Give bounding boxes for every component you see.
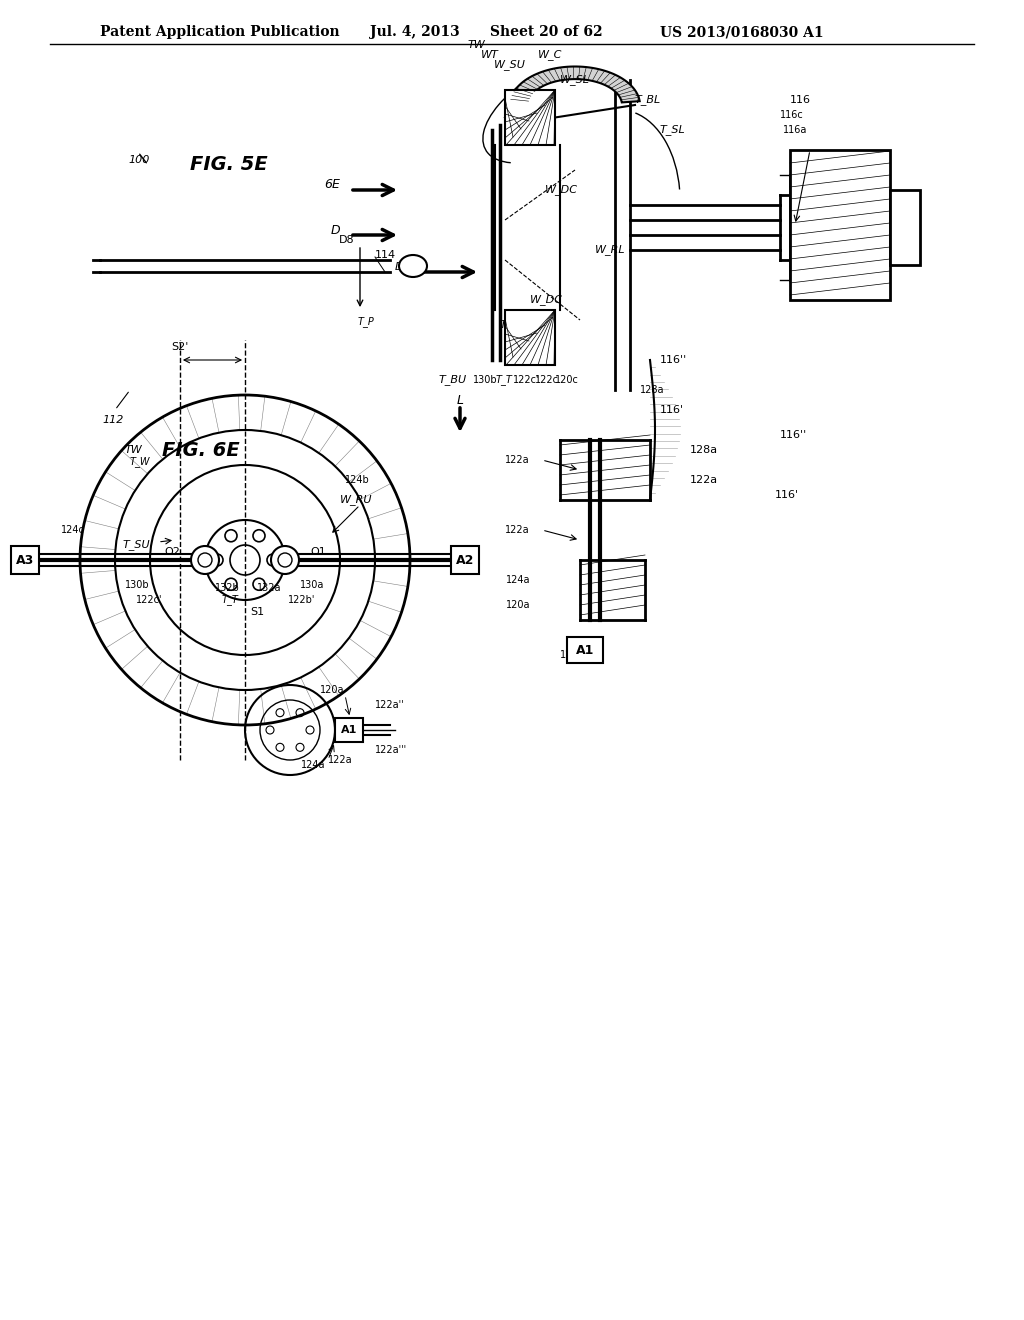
Text: 124c: 124c bbox=[61, 525, 85, 535]
FancyBboxPatch shape bbox=[451, 546, 479, 574]
Text: 116': 116' bbox=[660, 405, 684, 414]
Text: WT: WT bbox=[481, 50, 499, 59]
Circle shape bbox=[271, 546, 299, 574]
Text: 122a: 122a bbox=[506, 455, 530, 465]
Text: D: D bbox=[331, 223, 340, 236]
Text: 120c: 120c bbox=[555, 375, 579, 385]
Text: W_C: W_C bbox=[538, 50, 562, 61]
Text: T_BU: T_BU bbox=[439, 375, 467, 385]
Text: 130a: 130a bbox=[300, 579, 325, 590]
Text: Jul. 4, 2013: Jul. 4, 2013 bbox=[370, 25, 460, 40]
Text: 116'': 116'' bbox=[660, 355, 687, 366]
Text: T_T: T_T bbox=[221, 594, 239, 606]
Text: T_BL: T_BL bbox=[500, 319, 526, 330]
Ellipse shape bbox=[399, 255, 427, 277]
Text: 116'': 116'' bbox=[780, 430, 807, 440]
Text: W_SL: W_SL bbox=[560, 74, 590, 86]
Circle shape bbox=[191, 546, 219, 574]
Text: O2: O2 bbox=[164, 546, 180, 557]
Text: 120a: 120a bbox=[506, 601, 530, 610]
Text: 122a: 122a bbox=[328, 755, 352, 766]
Text: 122c': 122c' bbox=[135, 595, 162, 605]
Text: 122b': 122b' bbox=[288, 595, 315, 605]
Text: 132a: 132a bbox=[257, 583, 282, 593]
Text: 124a: 124a bbox=[506, 576, 530, 585]
Text: T_SL: T_SL bbox=[660, 124, 686, 136]
Text: 132b: 132b bbox=[215, 583, 240, 593]
Text: 112: 112 bbox=[102, 414, 123, 425]
Text: T_P: T_P bbox=[358, 317, 375, 327]
Text: 122a'': 122a'' bbox=[375, 700, 404, 710]
Text: 124b: 124b bbox=[345, 475, 370, 484]
Text: 116c: 116c bbox=[780, 110, 804, 120]
Text: FIG. 5E: FIG. 5E bbox=[190, 156, 267, 174]
Text: Sheet 20 of 62: Sheet 20 of 62 bbox=[490, 25, 603, 40]
Text: 116: 116 bbox=[790, 95, 811, 106]
FancyBboxPatch shape bbox=[11, 546, 39, 574]
Text: T_T: T_T bbox=[496, 375, 513, 385]
Text: A3: A3 bbox=[16, 553, 34, 566]
Text: W_RU: W_RU bbox=[340, 495, 373, 506]
Bar bbox=[505, 310, 555, 366]
Text: A1: A1 bbox=[341, 725, 357, 735]
Text: 130b: 130b bbox=[473, 375, 498, 385]
Text: A2: A2 bbox=[456, 553, 474, 566]
Text: T_SU: T_SU bbox=[123, 540, 150, 550]
Text: T_W: T_W bbox=[130, 457, 151, 467]
Text: 116a: 116a bbox=[783, 125, 807, 135]
Text: S2': S2' bbox=[171, 342, 188, 352]
FancyBboxPatch shape bbox=[567, 638, 603, 663]
Text: W_RL: W_RL bbox=[595, 244, 626, 256]
Text: DF: DF bbox=[395, 261, 410, 272]
Text: 6E: 6E bbox=[325, 178, 340, 191]
Text: TW: TW bbox=[125, 445, 142, 455]
Text: W_DC: W_DC bbox=[545, 185, 578, 195]
Text: 128a: 128a bbox=[690, 445, 718, 455]
Text: 122c': 122c' bbox=[513, 375, 540, 385]
Text: FIG. 6E: FIG. 6E bbox=[162, 441, 240, 459]
Text: T_BL: T_BL bbox=[635, 95, 662, 106]
Text: S1: S1 bbox=[250, 607, 264, 616]
Text: US 2013/0168030 A1: US 2013/0168030 A1 bbox=[660, 25, 823, 40]
Text: A1: A1 bbox=[575, 644, 594, 656]
Bar bbox=[505, 90, 555, 145]
Text: 122c: 122c bbox=[535, 375, 559, 385]
Text: 122a''': 122a''' bbox=[375, 744, 408, 755]
Text: O1: O1 bbox=[310, 546, 326, 557]
Text: W_DC: W_DC bbox=[530, 294, 563, 305]
Polygon shape bbox=[510, 66, 640, 103]
Text: D8: D8 bbox=[339, 235, 355, 246]
Text: 128a: 128a bbox=[640, 385, 665, 395]
Bar bbox=[790, 150, 890, 300]
Text: L: L bbox=[457, 393, 464, 407]
Text: 130b: 130b bbox=[125, 579, 150, 590]
Text: 122a: 122a bbox=[506, 525, 530, 535]
Text: TW: TW bbox=[467, 40, 485, 50]
Text: 122a: 122a bbox=[690, 475, 718, 484]
Text: 116': 116' bbox=[775, 490, 799, 500]
Text: W_SU: W_SU bbox=[494, 59, 526, 70]
Text: 124a: 124a bbox=[300, 760, 325, 770]
Text: 120a: 120a bbox=[319, 685, 344, 696]
Text: 114: 114 bbox=[375, 249, 396, 260]
Text: 122a': 122a' bbox=[560, 649, 587, 660]
FancyBboxPatch shape bbox=[335, 718, 362, 742]
Text: 100: 100 bbox=[128, 154, 150, 165]
Text: Patent Application Publication: Patent Application Publication bbox=[100, 25, 340, 40]
Bar bbox=[890, 190, 920, 265]
